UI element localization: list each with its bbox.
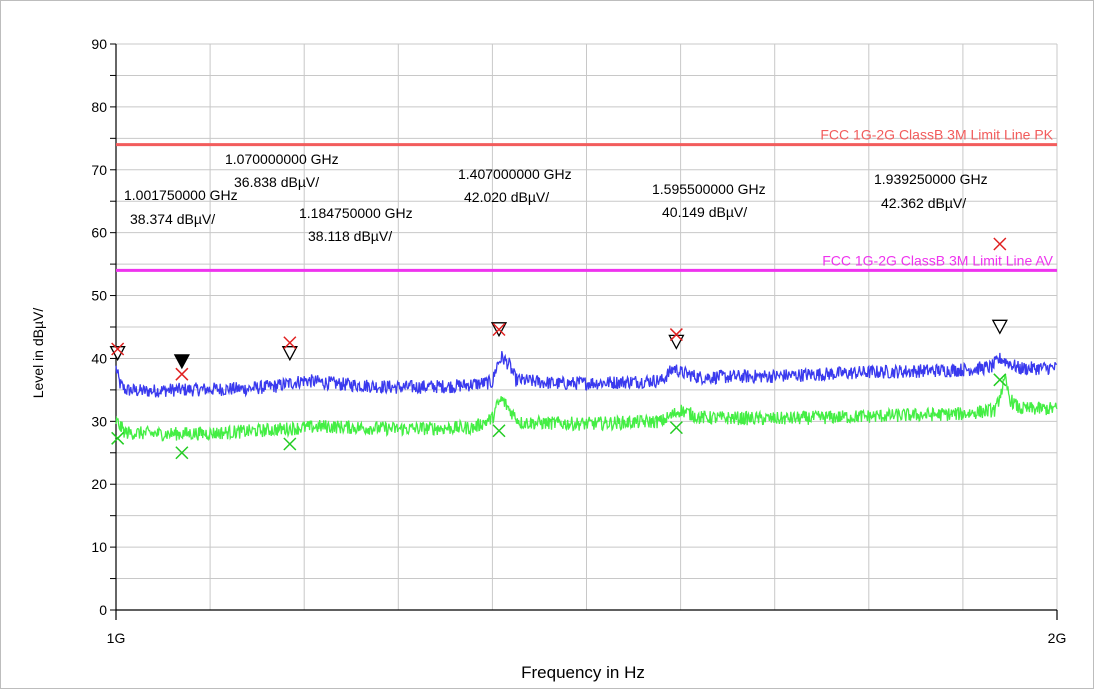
limit-line-label: FCC 1G-2G ClassB 3M Limit Line AV [822, 252, 1053, 268]
y-tick-label: 80 [91, 99, 107, 115]
marker-triangle [175, 355, 189, 368]
y-tick-label: 0 [99, 602, 107, 618]
marker-frequency-label: 1.939250000 GHz [874, 171, 988, 187]
average-marker-cross [493, 425, 505, 437]
marker-level-label: 38.118 dBµV/ [308, 228, 392, 244]
y-tick-label: 40 [91, 350, 107, 366]
y-tick-label: 70 [91, 162, 107, 178]
marker-level-label: 36.838 dBµV/ [234, 174, 319, 190]
marker-frequency-label: 1.184750000 GHz [299, 205, 413, 221]
marker-level-label: 40.149 dBµV/ [662, 204, 747, 220]
peak-marker-cross [994, 238, 1006, 250]
marker-frequency-label: 1.001750000 GHz [124, 187, 238, 203]
y-tick-label: 30 [91, 413, 107, 429]
marker-frequency-label: 1.070000000 GHz [225, 151, 339, 167]
marker-level-label: 38.374 dBµV/ [130, 211, 215, 227]
limit-line-label: FCC 1G-2G ClassB 3M Limit Line PK [820, 127, 1053, 143]
y-tick-label: 90 [91, 36, 107, 52]
peak-marker-cross [176, 368, 188, 380]
x-tick-label: 2G [1048, 630, 1067, 646]
marker-frequency-label: 1.595500000 GHz [652, 181, 766, 197]
y-axis-title: Level in dBµV/ [30, 308, 46, 399]
marker-level-label: 42.020 dBµV/ [464, 189, 549, 205]
y-tick-label: 50 [91, 288, 107, 304]
y-tick-label: 60 [91, 225, 107, 241]
y-tick-label: 10 [91, 539, 107, 555]
x-axis-title: Frequency in Hz [521, 663, 645, 682]
y-tick-label: 20 [91, 476, 107, 492]
marker-level-label: 42.362 dBµV/ [881, 195, 966, 211]
marker-labels: 1.001750000 GHz 38.374 dBµV/1.070000000 G… [124, 151, 988, 244]
marker-triangle [669, 335, 683, 348]
average-marker-cross [284, 438, 296, 450]
marker-frequency-label: 1.407000000 GHz [458, 166, 572, 182]
average-marker-cross [112, 432, 124, 444]
x-tick-label: 1G [107, 630, 126, 646]
